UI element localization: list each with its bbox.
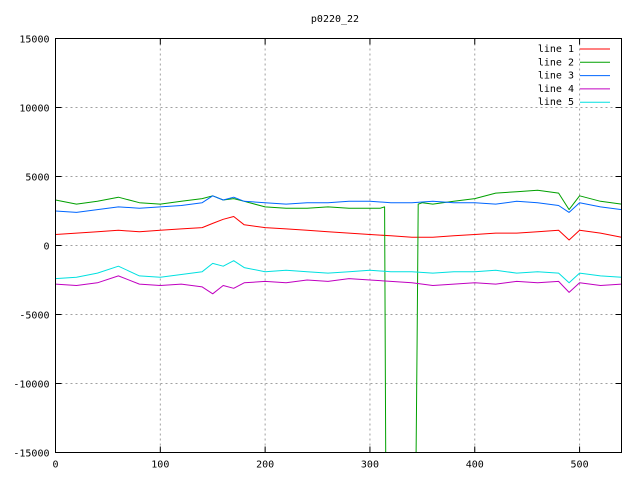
y-tick-label: 0 <box>43 242 49 253</box>
x-tick-label: 400 <box>466 460 484 471</box>
x-tick-label: 100 <box>151 460 169 471</box>
series-line-2 <box>55 189 622 453</box>
y-tick-label: -10000 <box>13 380 49 391</box>
grid-lines <box>55 38 622 453</box>
axes: 0 100 200 300 400 500 -15000 -10000 -5000 0 5000 10… <box>13 35 622 471</box>
legend: line 1 line 2 line 3 line 4 line 5 <box>538 44 610 108</box>
legend-label: line 4 <box>538 84 574 95</box>
series-line-5 <box>55 260 622 284</box>
x-tick-label: 300 <box>361 460 379 471</box>
chart-title: p0220_22 <box>311 14 359 25</box>
y-tick-label: 5000 <box>25 173 49 184</box>
series-line-3 <box>55 195 622 213</box>
series-lines <box>55 189 622 453</box>
series-line-1 <box>55 216 622 241</box>
y-tick-label: -15000 <box>13 449 49 460</box>
legend-label: line 2 <box>538 57 574 68</box>
y-tick-label: -5000 <box>19 311 49 322</box>
series-line-4 <box>55 275 622 295</box>
y-tick-label: 15000 <box>19 35 49 46</box>
x-tick-label: 200 <box>256 460 274 471</box>
legend-label: line 1 <box>538 44 574 55</box>
x-tick-label: 500 <box>571 460 589 471</box>
x-tick-label: 0 <box>52 460 58 471</box>
y-tick-label: 10000 <box>19 104 49 115</box>
legend-label: line 5 <box>538 97 574 108</box>
legend-label: line 3 <box>538 71 574 82</box>
